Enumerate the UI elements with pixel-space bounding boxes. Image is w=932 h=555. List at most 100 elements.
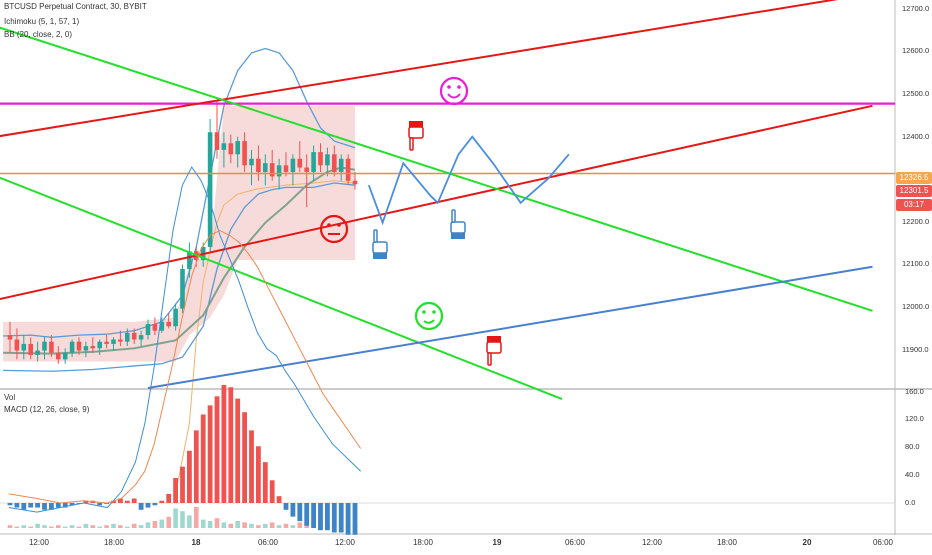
candle-body [291,159,296,172]
volume-bar [242,522,247,528]
macd-histogram-bar [146,503,151,508]
volume-bar [91,525,96,528]
macd-histogram-bar [194,430,199,503]
macd-histogram-bar [256,446,261,503]
time-tick-label: 18:00 [413,538,433,547]
macd-histogram-bar [166,494,171,503]
macd-histogram-bar [8,503,13,505]
time-tick-label: 12:00 [29,538,49,547]
macd-histogram-bar [284,503,289,510]
macd-histogram-bar [270,480,275,503]
time-tick-label: 06:00 [565,538,585,547]
candle-body [84,346,89,350]
candle-body [270,163,275,176]
volume-bar [235,521,240,528]
volume-bar [222,522,227,528]
macd-histogram-bar [263,462,268,503]
volume-bar [153,521,158,528]
volume-bar [104,525,109,528]
vol-legend[interactable]: Vol [4,393,15,402]
candle-body [242,141,247,165]
price-tick-label: 12100.0 [902,259,929,268]
candle-body [35,351,40,355]
candle-body [346,159,351,181]
macd-tick-label: 0.0 [905,498,915,507]
price-badge: 12326.5 [896,172,932,184]
macd-histogram-bar [215,396,220,503]
candle-body [180,269,185,309]
symbol-legend[interactable]: BTCUSD Perpetual Contract, 30, BYBIT [4,2,147,11]
candle-body [91,346,96,348]
candle-body [77,342,82,351]
candle-body [28,344,33,355]
macd-histogram-bar [139,503,144,510]
candle-body [304,168,309,172]
candle-body [284,165,289,172]
macd-histogram-bar [353,503,358,535]
candle-body [42,342,47,351]
macd-histogram-bar [187,451,192,503]
volume-bar [111,524,116,528]
price-badge: 03:17 [896,199,932,211]
macd-legend[interactable]: MACD (12, 26, close, 9) [4,405,89,414]
macd-tick-label: 80.0 [905,442,920,451]
time-tick-label: 12:00 [642,538,662,547]
volume-bar [77,527,82,528]
candle-body [118,340,123,342]
price-tick-label: 11900.0 [902,345,929,354]
volume-bar [187,515,192,528]
candle-body [22,344,27,351]
candle-body [353,181,358,185]
macd-histogram-bar [346,503,351,535]
price-tick-label: 12000.0 [902,302,929,311]
macd-histogram-bar [297,503,302,521]
macd-histogram-bar [173,478,178,503]
volume-bar [180,511,185,528]
time-tick-label: 18 [192,538,201,547]
volume-bar [166,517,171,528]
volume-bar [63,527,68,528]
macd-histogram-bar [153,503,158,505]
ichimoku-legend[interactable]: Ichimoku (5, 1, 57, 1) [4,17,79,26]
volume-bar [97,527,102,528]
time-tick-label: 18:00 [717,538,737,547]
macd-histogram-bar [304,503,309,526]
candle-body [132,333,137,340]
macd-histogram-bar [28,503,33,508]
volume-bar [28,527,33,528]
macd-histogram-bar [15,503,20,508]
macd-histogram-bar [208,405,213,503]
bb-legend[interactable]: BB (20, close, 2, 0) [4,30,72,39]
candle-body [125,333,130,342]
macd-histogram-bar [159,501,164,503]
volume-bar [173,508,178,528]
macd-histogram-bar [132,498,137,503]
macd-histogram-bar [325,503,330,530]
volume-bar [8,525,13,528]
volume-bar [22,525,27,528]
candle-body [63,353,68,360]
macd-histogram-bar [291,503,296,517]
macd-histogram-bar [277,496,282,503]
volume-bar [215,518,220,528]
volume-bar [284,524,289,528]
macd-histogram-bar [235,399,240,503]
price-tick-label: 12700.0 [902,4,929,13]
volume-bar [270,522,275,528]
candle-body [70,342,75,353]
time-tick-label: 12:00 [335,538,355,547]
candle [208,119,213,251]
candle-body [298,159,303,168]
volume-bar [249,524,254,528]
volume-bar [70,525,75,528]
candle-body [49,342,54,353]
volume-bar [125,527,130,528]
volume-bar [139,525,144,528]
candle-body [249,159,254,166]
volume-bar [298,522,303,528]
macd-histogram-bar [180,467,185,503]
candle-body [104,342,109,344]
price-tick-label: 12600.0 [902,46,929,55]
time-tick-label: 20 [803,538,812,547]
